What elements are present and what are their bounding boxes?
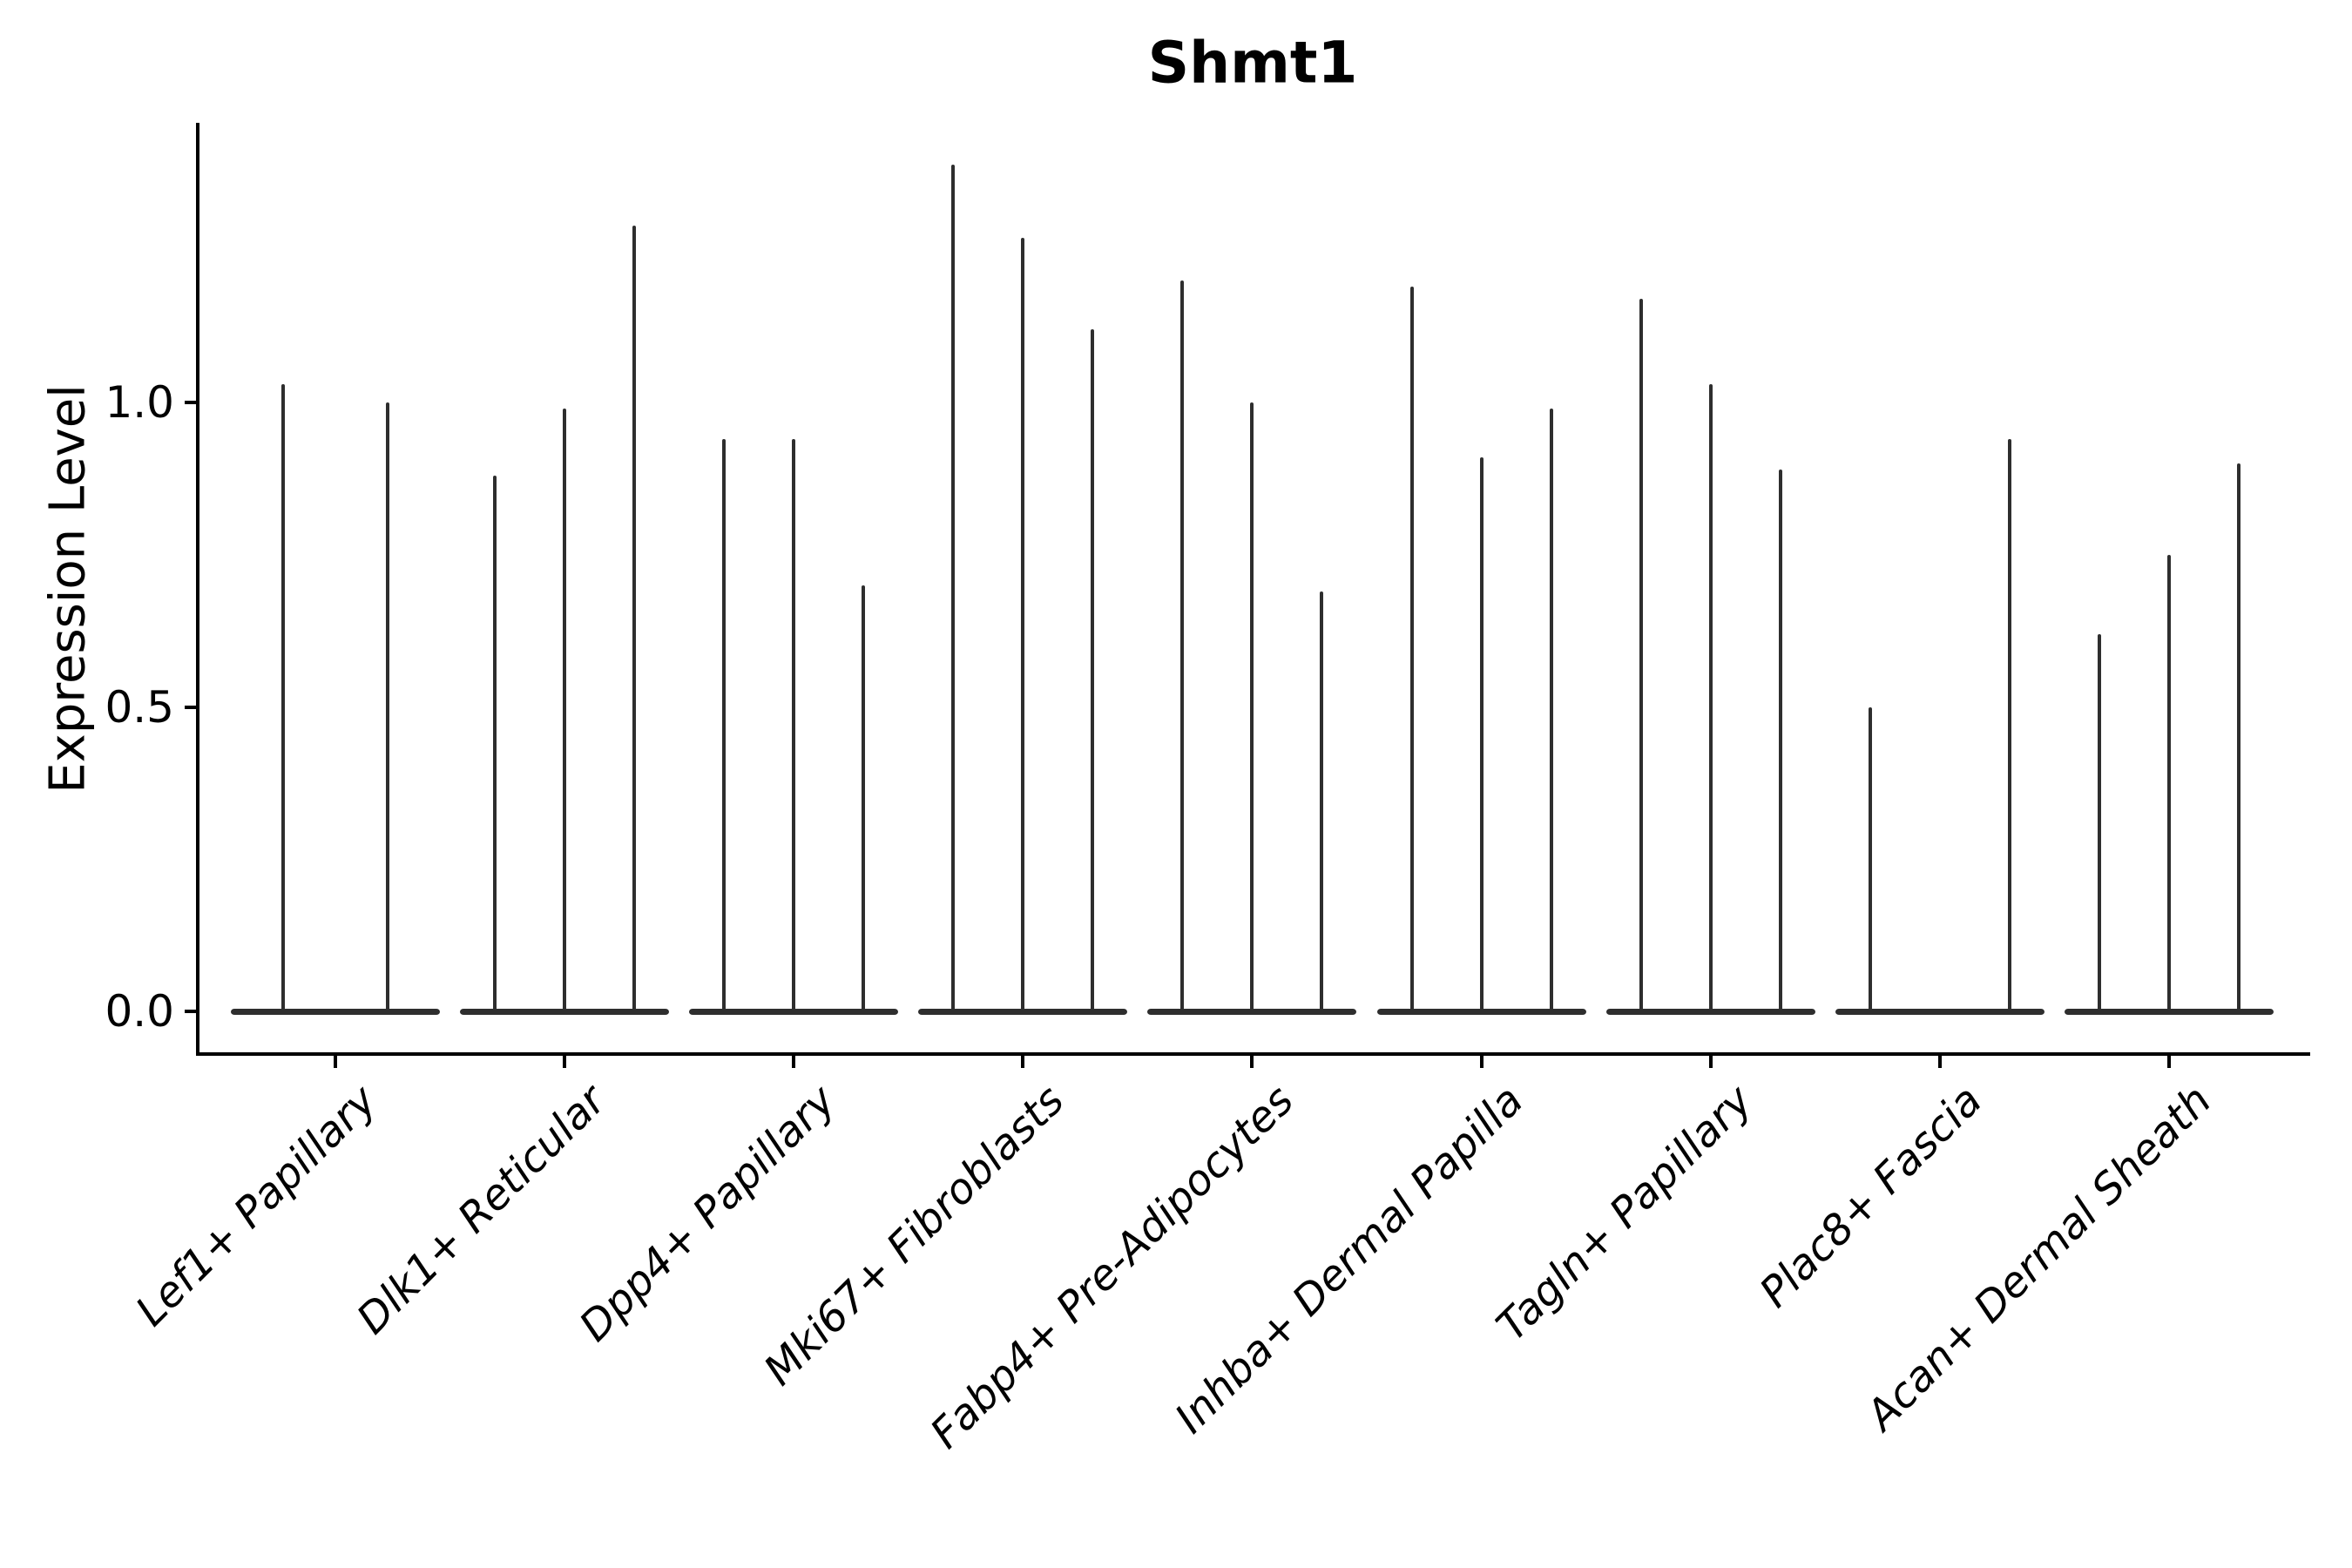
violin-spike xyxy=(721,438,726,1014)
violin-spike xyxy=(1250,402,1254,1014)
x-tick xyxy=(1479,1054,1484,1068)
x-tick xyxy=(562,1054,566,1068)
y-axis-label: Expression Level xyxy=(39,384,97,794)
violin-spike xyxy=(1320,591,1324,1014)
y-tick-label: 0.0 xyxy=(105,986,174,1037)
violin-spike xyxy=(562,408,566,1014)
violin-spike xyxy=(1409,287,1414,1014)
violin-spike xyxy=(1708,384,1713,1014)
y-tick xyxy=(185,705,198,709)
violin-spike xyxy=(2167,554,2172,1014)
violin-spike xyxy=(1479,456,1484,1014)
violin-baseline xyxy=(1835,1009,2044,1015)
violin-spike xyxy=(2237,463,2241,1014)
x-tick xyxy=(1250,1054,1254,1068)
y-tick xyxy=(185,401,198,404)
violin-spike xyxy=(385,402,389,1014)
plot-title: Shmt1 xyxy=(1147,29,1358,97)
violin-spike xyxy=(492,475,497,1014)
y-axis-spine xyxy=(196,123,199,1056)
violin-spike xyxy=(1639,299,1643,1014)
violin-spike xyxy=(632,226,636,1014)
x-tick-label: Dpp4+ Papillary xyxy=(570,1076,845,1351)
violin-spike xyxy=(1091,329,1095,1014)
violin-spike xyxy=(280,384,285,1014)
x-tick-label: Lef1+ Papillary xyxy=(126,1076,387,1336)
x-tick-label: Tagln+ Papillary xyxy=(1487,1076,1762,1351)
y-tick-label: 1.0 xyxy=(105,377,174,428)
violin-spike xyxy=(1868,706,1872,1014)
x-tick xyxy=(791,1054,795,1068)
y-tick-label: 0.5 xyxy=(105,681,174,733)
violin-spike xyxy=(1778,469,1782,1014)
violin-spike xyxy=(791,438,795,1014)
violin-spike xyxy=(1549,408,1553,1014)
y-tick xyxy=(185,1010,198,1013)
violin-spike xyxy=(951,165,956,1014)
x-tick-label: Plac8+ Fascia xyxy=(1749,1076,1991,1317)
violin-spike xyxy=(2098,633,2102,1014)
violin-spike xyxy=(1021,238,1025,1014)
violin-baseline xyxy=(230,1009,440,1015)
x-tick xyxy=(1021,1054,1025,1068)
x-tick xyxy=(333,1054,337,1068)
violin-spike xyxy=(1180,280,1185,1014)
x-tick-label: Dlk1+ Reticular xyxy=(348,1076,616,1344)
x-tick xyxy=(2167,1054,2172,1068)
violin-spike xyxy=(861,585,865,1014)
x-tick xyxy=(1937,1054,1942,1068)
x-tick xyxy=(1708,1054,1713,1068)
violin-spike xyxy=(2007,438,2011,1014)
